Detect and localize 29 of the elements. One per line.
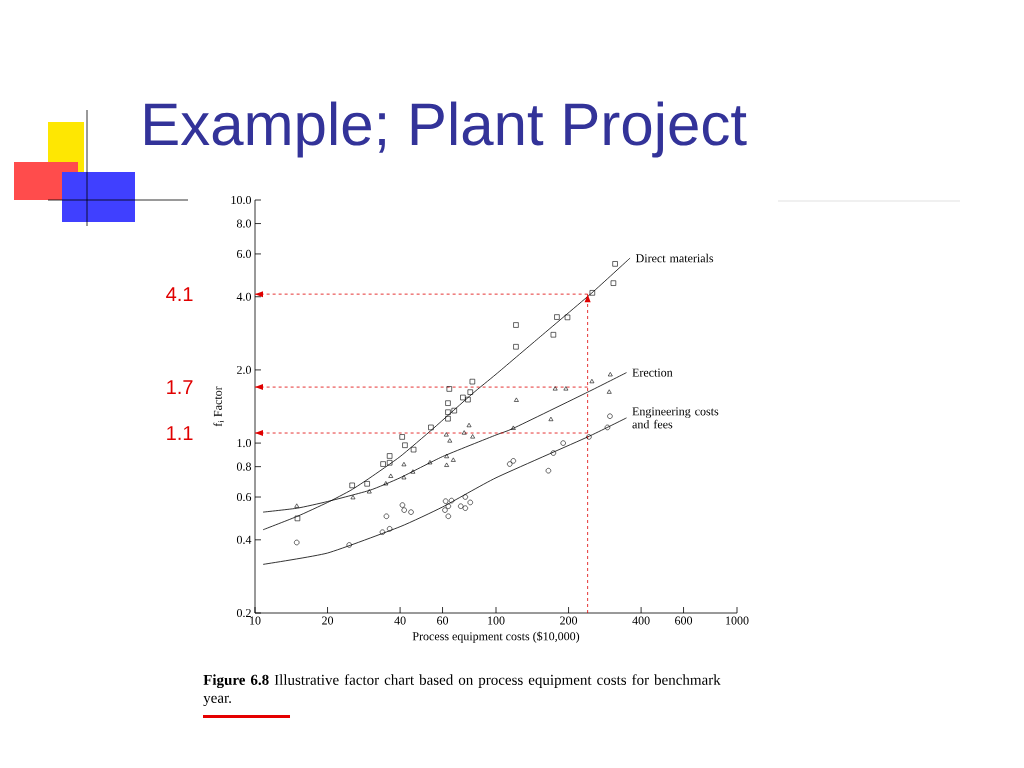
y-tick-label: 0.8 — [236, 462, 252, 471]
x-tick-label: 1000 — [726, 616, 749, 625]
x-tick-label: 20 — [322, 616, 334, 625]
y-tick-label: 0.4 — [236, 535, 252, 544]
y-axis-title: f$_{i}$ Factor — [213, 386, 224, 427]
y-tick-label: 0.6 — [236, 492, 252, 502]
series-label: Engineering costs and fees — [632, 407, 719, 429]
series-label: Direct materials — [635, 253, 714, 263]
y-tick-label: 8.0 — [236, 219, 252, 228]
x-tick-label: 60 — [437, 616, 449, 625]
x-tick-label: 200 — [560, 616, 578, 625]
series-label: Erection — [632, 368, 673, 377]
x-tick-label: 10 — [250, 616, 261, 625]
y-tick-label: 6.0 — [236, 249, 252, 259]
y-tick-label: 0.2 — [236, 608, 251, 618]
y-tick-label: 1.0 — [237, 439, 252, 448]
y-tick-label: 2.0 — [237, 365, 252, 374]
x-tick-label: 400 — [632, 616, 650, 625]
ref-line-label: 1.1 — [167, 426, 193, 440]
y-tick-label: 10.0 — [231, 195, 252, 205]
text: Figure 6.8 Illustrative factor chart based on process equipment costs for benchmark year. — [203, 674, 721, 706]
x-axis-title: Process equipment costs ($10,000) — [412, 631, 580, 643]
chart-title: Example; Plant Project — [145, 101, 747, 158]
ref-line-label: 4.1 — [166, 287, 193, 302]
x-tick-label: 600 — [675, 616, 693, 625]
x-tick-label: 100 — [488, 616, 505, 625]
y-tick-label: 4.0 — [236, 292, 252, 301]
x-tick-label: 40 — [394, 616, 406, 625]
ref-line-label: 1.7 — [167, 380, 193, 394]
